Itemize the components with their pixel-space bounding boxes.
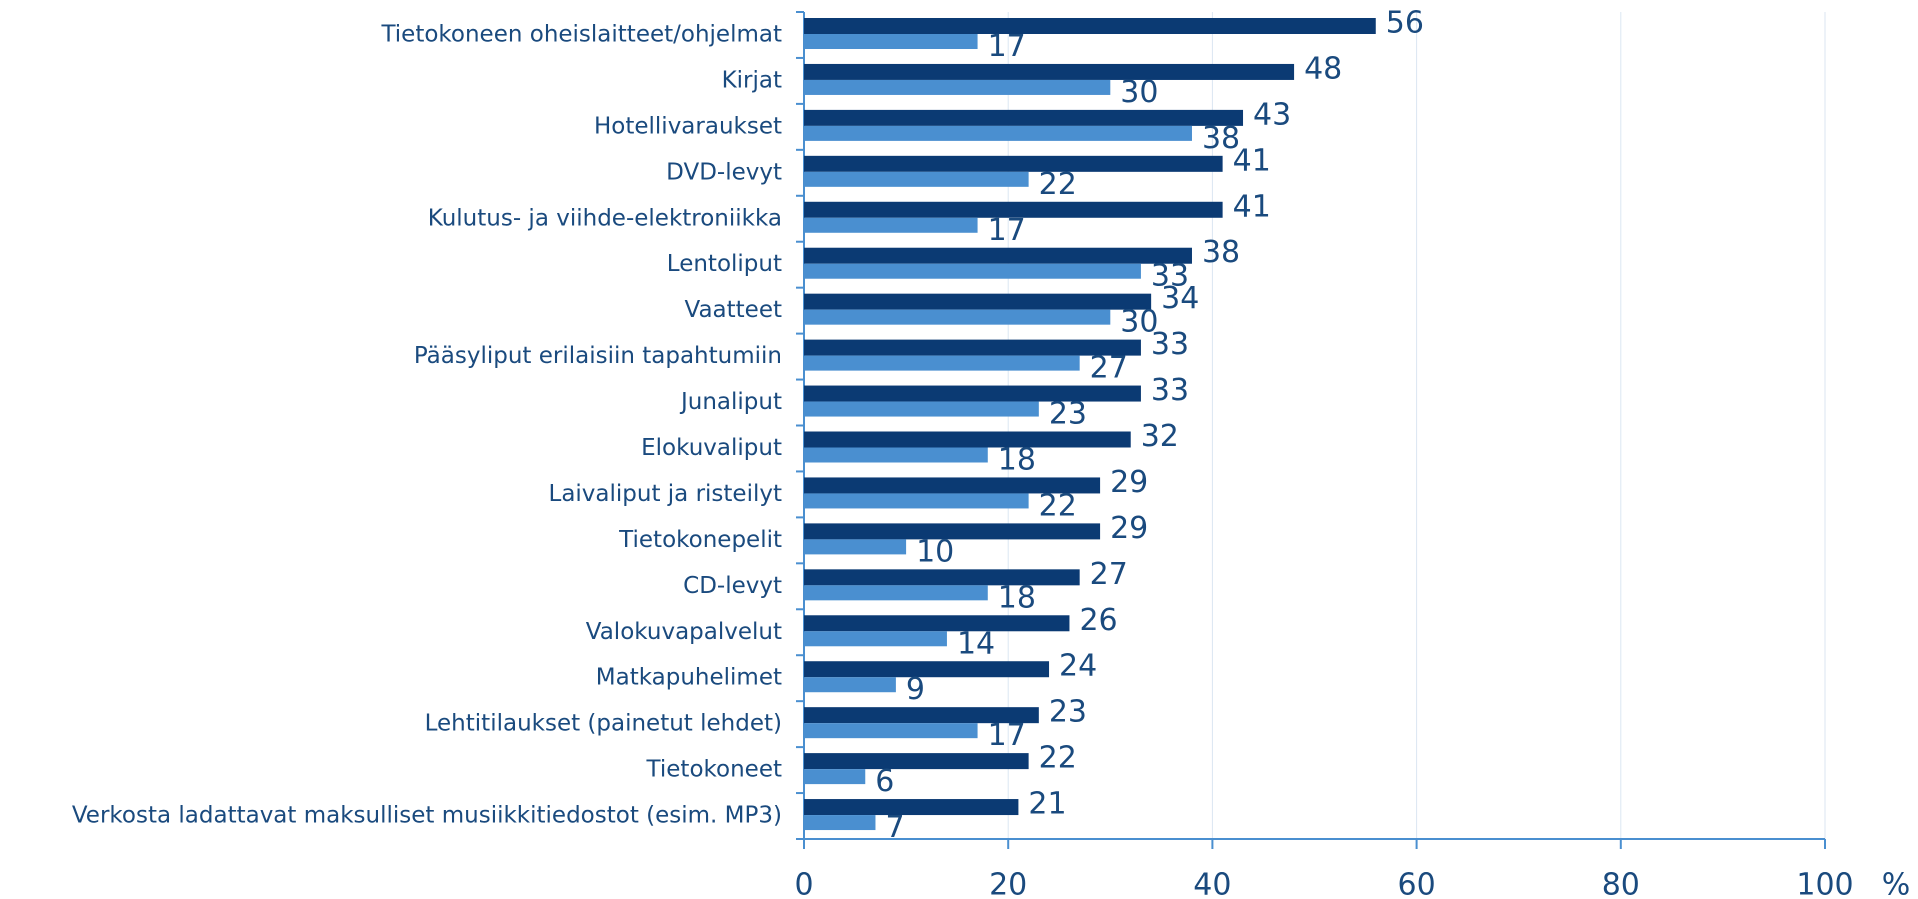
- bar: [804, 385, 1141, 402]
- value-label: 43: [1253, 97, 1291, 132]
- value-label: 32: [1141, 419, 1179, 454]
- bar: [804, 723, 978, 739]
- bar: [804, 79, 1111, 95]
- value-label: 22: [1039, 488, 1077, 523]
- bar: [804, 631, 947, 647]
- y-tick-label: Matkapuhelimet: [596, 665, 782, 691]
- y-tick-label: Elokuvaliput: [641, 435, 782, 461]
- value-label: 38: [1202, 235, 1240, 270]
- bar: [804, 309, 1111, 325]
- value-label: 33: [1151, 373, 1189, 408]
- bar: [804, 815, 876, 831]
- value-label: 27: [1090, 351, 1128, 386]
- value-label: 48: [1304, 51, 1342, 86]
- bar: [804, 707, 1039, 724]
- y-tick-label: Hotellivaraukset: [594, 113, 782, 139]
- bar: [804, 125, 1192, 141]
- value-label: 56: [1386, 6, 1424, 41]
- bar: [804, 339, 1141, 356]
- y-tick-label: Vaatteet: [685, 297, 783, 323]
- bar: [804, 109, 1244, 126]
- y-tick-label: Tietokoneet: [646, 757, 782, 783]
- value-label: 29: [1110, 511, 1148, 546]
- bar: [804, 217, 978, 233]
- bar: [804, 447, 988, 463]
- y-tick-label: Pääsyliput erilaisiin tapahtumiin: [414, 343, 782, 369]
- y-tick-label: Tietokonepelit: [618, 527, 782, 553]
- y-tick-label: Junaliput: [679, 389, 782, 415]
- y-tick-label: Verkosta ladattavat maksulliset musiikki…: [72, 803, 782, 829]
- y-tick-label: Valokuvapalvelut: [586, 619, 782, 645]
- value-label: 38: [1202, 121, 1240, 156]
- y-tick-label: Lehtitilaukset (painetut lehdet): [425, 711, 782, 737]
- bar: [804, 585, 988, 601]
- x-tick-label: 0: [794, 868, 813, 899]
- bar: [804, 753, 1029, 770]
- bar: [804, 493, 1029, 509]
- y-tick-label: DVD-levyt: [666, 159, 782, 185]
- value-label: 23: [1049, 397, 1087, 432]
- bar: [804, 355, 1080, 371]
- value-label: 17: [988, 213, 1026, 248]
- bar: [804, 401, 1039, 417]
- value-label: 41: [1233, 189, 1271, 224]
- value-label: 23: [1049, 695, 1087, 730]
- bar: [804, 769, 866, 785]
- bar: [804, 18, 1376, 34]
- y-tick-label: Laivaliput ja risteilyt: [549, 481, 783, 507]
- bar: [804, 799, 1019, 816]
- x-tick-label: 20: [989, 868, 1027, 899]
- value-label: 26: [1079, 603, 1117, 638]
- bar: [804, 677, 896, 693]
- value-label: 17: [988, 718, 1026, 753]
- y-tick-label: Tietokoneen oheislaitteet/ohjelmat: [380, 21, 782, 47]
- y-tick-label: CD-levyt: [683, 573, 782, 599]
- bar: [804, 431, 1131, 448]
- value-label: 17: [988, 29, 1026, 64]
- bar: [804, 523, 1101, 540]
- value-label: 22: [1039, 741, 1077, 776]
- value-label: 6: [875, 764, 894, 799]
- bar: [804, 539, 907, 555]
- x-tick-label: 40: [1193, 868, 1231, 899]
- bar: [804, 63, 1295, 80]
- x-tick-label: 80: [1602, 868, 1640, 899]
- value-label: 10: [916, 534, 954, 569]
- value-label: 18: [998, 580, 1036, 615]
- value-label: 41: [1233, 143, 1271, 178]
- x-tick-label: 100: [1796, 868, 1853, 899]
- value-label: 21: [1028, 787, 1066, 822]
- bar: [804, 293, 1152, 310]
- x-axis-label: %: [1882, 868, 1911, 899]
- value-label: 29: [1110, 465, 1148, 500]
- x-tick-label: 60: [1398, 868, 1436, 899]
- bar: [804, 661, 1050, 678]
- value-label: 33: [1151, 259, 1189, 294]
- bar: [804, 477, 1101, 494]
- bar: [804, 34, 978, 49]
- bar: [804, 569, 1080, 586]
- value-label: 34: [1161, 281, 1199, 316]
- value-label: 30: [1120, 305, 1158, 340]
- value-label: 24: [1059, 649, 1097, 684]
- value-label: 7: [885, 810, 904, 845]
- y-tick-label: Kirjat: [722, 67, 782, 93]
- value-label: 18: [998, 443, 1036, 478]
- value-label: 33: [1151, 327, 1189, 362]
- bar: [804, 615, 1070, 632]
- y-tick-label: Kulutus- ja viihde-elektroniikka: [428, 205, 782, 231]
- bar: [804, 171, 1029, 187]
- value-label: 27: [1090, 557, 1128, 592]
- y-tick-label: Lentoliput: [667, 251, 782, 277]
- value-label: 9: [906, 672, 925, 707]
- value-label: 22: [1039, 167, 1077, 202]
- bar: [804, 155, 1223, 172]
- bar: [804, 247, 1192, 264]
- bar: [804, 201, 1223, 218]
- value-label: 30: [1120, 75, 1158, 110]
- bar: [804, 263, 1141, 279]
- value-label: 14: [957, 626, 995, 661]
